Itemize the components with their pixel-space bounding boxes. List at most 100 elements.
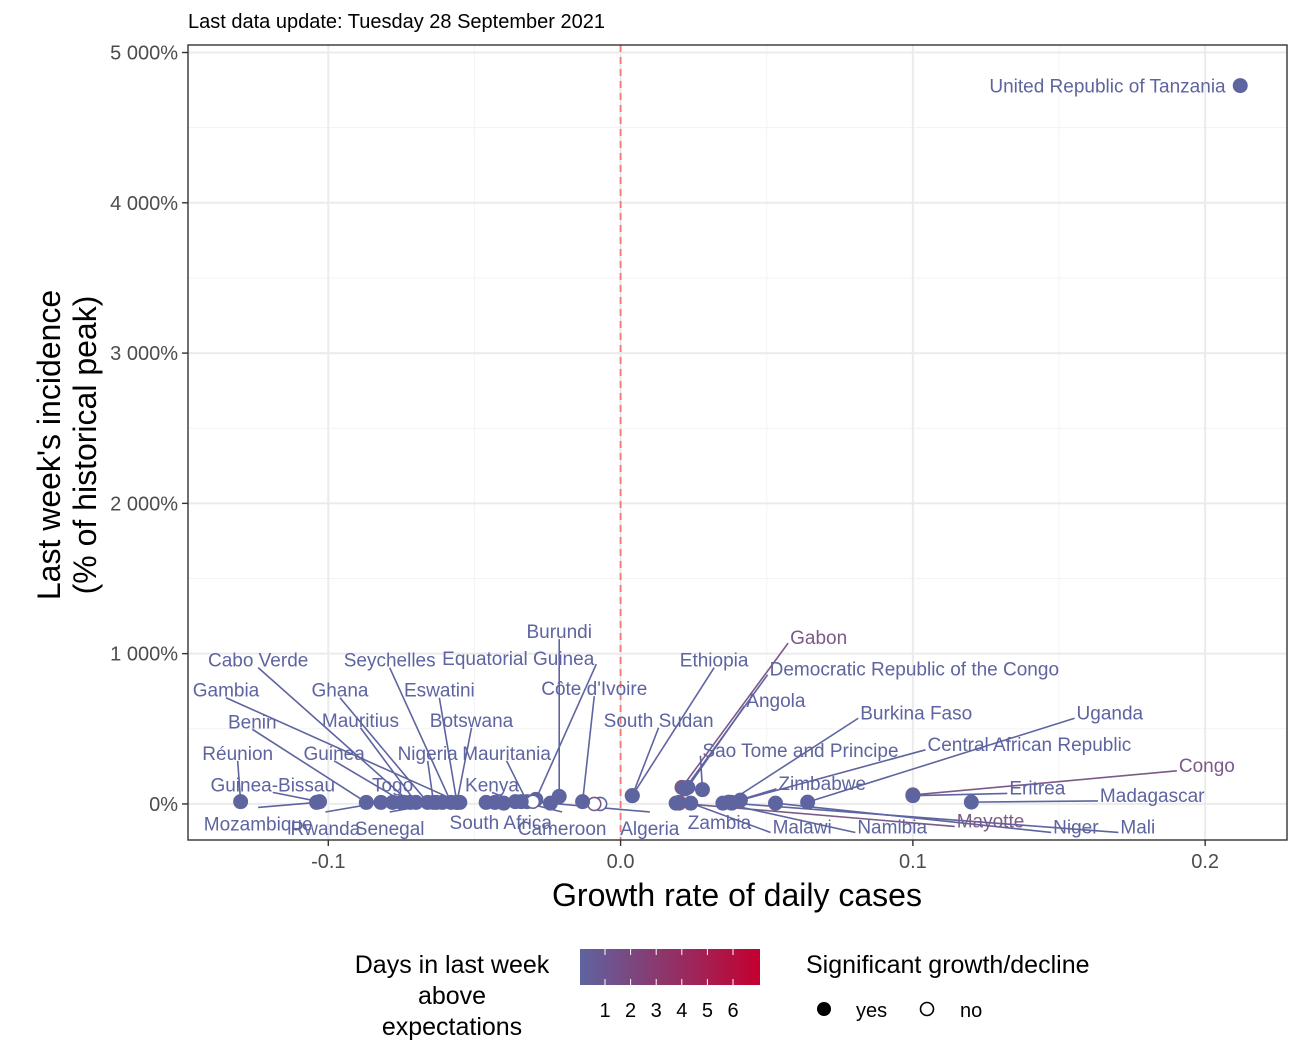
leader-line — [740, 749, 926, 801]
data-point — [767, 795, 783, 811]
data-point — [478, 794, 494, 810]
point-label: Nigeria — [398, 744, 459, 765]
x-axis: -0.1 0.0 0.1 0.2 — [311, 840, 1219, 873]
point-label: Cameroon — [518, 819, 607, 840]
data-point — [513, 794, 529, 810]
point-label: Gambia — [193, 681, 260, 702]
leader-line — [339, 697, 429, 803]
leader-line — [631, 727, 660, 796]
point-label: Côte d'Ivoire — [541, 679, 647, 700]
leader-line — [388, 667, 452, 803]
point-label: Senegal — [355, 819, 425, 840]
leader-line — [912, 770, 1177, 796]
color-legend-label: 6 — [727, 1000, 738, 1022]
data-point — [694, 782, 710, 798]
data-point — [668, 795, 684, 811]
data-point — [715, 795, 731, 811]
point-label: Benin — [228, 712, 277, 733]
color-legend-label: 5 — [702, 1000, 713, 1022]
y-tick-label: 0% — [149, 794, 178, 816]
legend-label-no: no — [960, 1000, 982, 1022]
point-label: Malawi — [773, 817, 832, 838]
y-axis-title-line-1: Last week's incidence — [31, 290, 67, 600]
data-point — [434, 794, 450, 810]
data-point — [624, 788, 640, 804]
y-axis: 0% 1 000% 2 000% 3 000% 4 000% 5 000% — [110, 43, 188, 816]
point-label: Zimbabwe — [778, 774, 866, 795]
data-point — [800, 794, 816, 810]
point-label: Togo — [372, 775, 413, 796]
leader-line — [775, 802, 1052, 834]
y-axis-title: Last week's incidence (% of historical p… — [31, 290, 103, 600]
leader-line — [912, 792, 1008, 797]
leader-line — [631, 667, 715, 797]
point-label: Mozambique — [204, 814, 313, 835]
point-label: Equatorial Guinea — [442, 649, 595, 670]
color-legend-label: 2 — [625, 1000, 636, 1022]
leader-line — [722, 802, 856, 834]
point-label: United Republic of Tanzania — [989, 77, 1226, 98]
point-label: Uganda — [1077, 703, 1144, 724]
y-tick-label: 2 000% — [110, 493, 178, 515]
leader-line — [257, 667, 411, 804]
data-point — [963, 794, 979, 810]
point-label: Eritrea — [1009, 778, 1065, 799]
x-tick-label: 0.0 — [607, 851, 635, 873]
leader-line — [728, 717, 859, 803]
color-legend-title-line-3: expectations — [382, 1013, 522, 1041]
legend-open-circle-icon — [919, 1001, 935, 1017]
leader-line — [438, 697, 458, 803]
data-point — [1232, 78, 1248, 94]
leader-line — [359, 727, 417, 803]
legend-filled-circle-icon — [817, 1002, 831, 1016]
point-label: Burkina Faso — [860, 703, 972, 724]
point-label: Botswana — [430, 711, 514, 732]
point-label: Kenya — [465, 775, 519, 796]
point-label: Ghana — [311, 681, 368, 702]
x-tick-label: 0.1 — [899, 851, 927, 873]
point-label: Algeria — [620, 819, 680, 840]
point-label: Gabon — [790, 628, 847, 649]
x-tick-label: 0.2 — [1191, 851, 1219, 873]
color-legend-gradient — [580, 949, 760, 985]
point-label: Guinea-Bissau — [210, 775, 335, 796]
shape-legend-title: Significant growth/decline — [806, 951, 1090, 979]
data-point — [373, 794, 389, 810]
leader-line — [731, 802, 1119, 834]
point-label: Seychelles — [344, 651, 436, 672]
data-point — [358, 794, 374, 810]
point-label: South Africa — [450, 813, 553, 834]
leader-line — [258, 801, 317, 809]
y-tick-label: 1 000% — [110, 644, 178, 666]
point-label: Mayotte — [957, 811, 1025, 832]
panel-border — [187, 44, 1288, 841]
point-label: Eswatini — [404, 681, 475, 702]
point-label: Réunion — [202, 744, 273, 765]
y-tick-label: 5 000% — [110, 43, 178, 65]
leader-line — [971, 800, 1098, 803]
data-point — [575, 794, 591, 810]
data-point — [396, 794, 412, 810]
point-label: Guinea — [304, 744, 366, 765]
point-label: Central African Republic — [927, 735, 1131, 756]
data-point — [233, 794, 249, 810]
point-label: Mali — [1120, 817, 1155, 838]
data-point — [309, 794, 325, 810]
leader-line — [687, 705, 745, 788]
y-tick-label: 3 000% — [110, 343, 178, 365]
point-label: Niger — [1053, 817, 1099, 838]
legend-label-yes: yes — [856, 1000, 887, 1022]
leader-line — [807, 717, 1075, 803]
point-label: South Sudan — [604, 711, 714, 732]
point-label: Rwanda — [291, 819, 361, 840]
point-label: Congo — [1179, 756, 1235, 777]
leader-line — [456, 727, 473, 803]
color-legend-title-line-2: above — [418, 982, 486, 1010]
point-label: Cabo Verde — [208, 651, 308, 672]
leader-line — [251, 728, 367, 804]
point-label: Zambia — [688, 813, 752, 834]
leader-line — [681, 642, 789, 788]
